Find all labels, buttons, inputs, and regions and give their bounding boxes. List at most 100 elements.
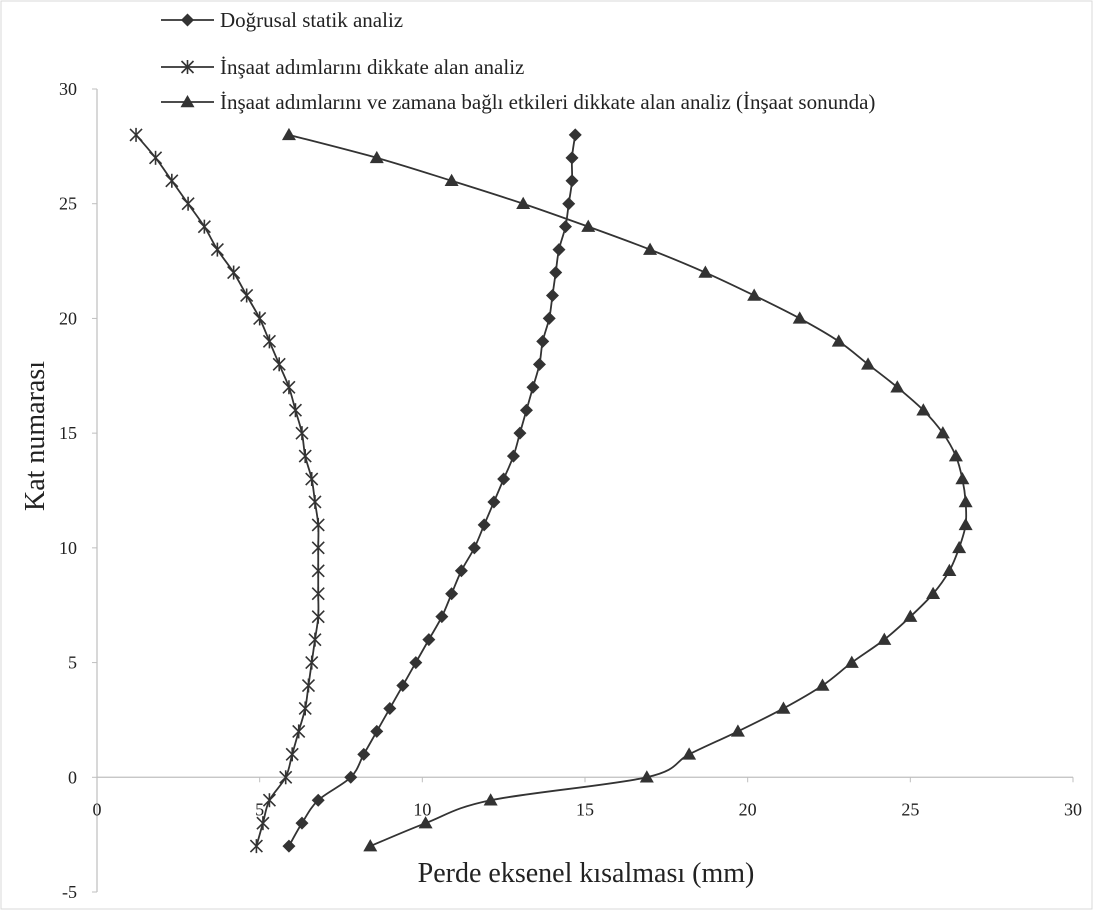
data-point xyxy=(698,265,713,278)
data-point xyxy=(565,151,579,165)
data-point xyxy=(844,655,859,668)
data-point xyxy=(454,564,468,578)
data-point xyxy=(256,816,270,831)
data-point xyxy=(552,243,566,257)
data-point xyxy=(240,288,254,303)
data-point xyxy=(562,197,576,211)
series-3 xyxy=(281,127,973,852)
data-point xyxy=(903,609,918,622)
data-point xyxy=(301,678,316,693)
data-point xyxy=(483,793,498,806)
data-point xyxy=(227,265,241,280)
data-point xyxy=(305,472,319,487)
x-tick-label: 25 xyxy=(901,799,919,819)
data-point xyxy=(262,334,276,349)
legend-entry-2: İnşaat adımlarını dikkate alan analiz xyxy=(161,55,524,79)
data-point xyxy=(955,472,970,485)
data-point xyxy=(272,357,286,372)
data-point xyxy=(487,495,501,509)
data-point xyxy=(295,426,309,441)
data-point xyxy=(935,426,950,439)
data-point xyxy=(776,701,791,714)
data-point xyxy=(344,770,358,784)
data-point xyxy=(298,449,312,464)
data-point xyxy=(418,816,433,829)
data-point xyxy=(877,632,892,645)
y-axis-label: Kat numarası xyxy=(20,361,51,511)
data-point xyxy=(279,770,293,785)
data-point xyxy=(958,494,973,508)
data-point xyxy=(519,403,533,417)
data-point xyxy=(298,701,312,716)
data-point xyxy=(249,839,263,854)
data-point xyxy=(383,701,397,715)
data-point xyxy=(568,128,582,142)
data-point xyxy=(497,472,511,486)
data-point xyxy=(958,517,973,531)
data-point xyxy=(516,196,531,209)
legend-label: İnşaat adımlarını dikkate alan analiz xyxy=(220,55,524,79)
axes: -5 0 5 10 15 20 25 30 0 5 10 15 20 25 30 xyxy=(59,79,1082,902)
data-point xyxy=(165,173,179,188)
x-tick-label: 20 xyxy=(739,799,757,819)
data-point xyxy=(948,449,963,462)
data-point xyxy=(357,747,371,761)
data-point xyxy=(281,127,296,141)
data-point xyxy=(262,793,276,808)
legend-label: Doğrusal statik analiz xyxy=(220,8,403,32)
data-point xyxy=(747,288,762,301)
data-point xyxy=(890,380,905,393)
data-point xyxy=(730,724,745,737)
data-point xyxy=(370,724,384,738)
y-tick-label: -5 xyxy=(62,882,77,902)
data-point xyxy=(513,426,527,440)
data-point xyxy=(565,174,579,188)
data-point xyxy=(295,816,309,830)
legend: Doğrusal statik analiz İnşaat adımlarını … xyxy=(161,8,875,114)
data-point xyxy=(311,517,325,532)
data-point xyxy=(831,334,846,347)
data-point xyxy=(197,219,211,234)
series-1 xyxy=(282,128,582,853)
legend-marker xyxy=(181,13,194,27)
y-tick-label: 30 xyxy=(59,79,77,99)
data-point xyxy=(422,633,436,647)
x-tick-label: 30 xyxy=(1064,799,1082,819)
legend-marker xyxy=(180,95,195,108)
legend-label: İnşaat adımlarını ve zamana bağlı etkile… xyxy=(220,90,875,114)
data-point xyxy=(181,196,195,211)
legend-entry-1: Doğrusal statik analiz xyxy=(161,8,403,32)
data-point xyxy=(285,747,299,762)
data-point xyxy=(861,357,876,370)
data-point xyxy=(682,747,697,760)
y-tick-label: 15 xyxy=(59,423,77,443)
data-point xyxy=(210,242,224,257)
data-point xyxy=(409,656,423,670)
x-tick-label: 5 xyxy=(255,799,264,819)
y-tick-label: 5 xyxy=(68,653,77,673)
x-axis-label: Perde eksenel kısalması (mm) xyxy=(418,858,755,889)
x-tick-label: 15 xyxy=(576,799,594,819)
series-layer xyxy=(129,127,973,854)
data-point xyxy=(926,586,941,599)
data-point xyxy=(542,311,556,325)
y-tick-label: 10 xyxy=(59,538,77,558)
data-point xyxy=(532,357,546,371)
data-point xyxy=(506,449,520,463)
series-line xyxy=(288,134,968,847)
y-tick-label: 20 xyxy=(59,308,77,328)
data-point xyxy=(526,380,540,394)
data-point xyxy=(792,311,807,324)
data-point xyxy=(467,541,481,555)
data-point xyxy=(311,563,325,578)
data-point xyxy=(308,632,322,647)
data-point xyxy=(639,770,654,783)
data-point xyxy=(305,655,319,670)
data-point xyxy=(952,540,967,554)
y-tick-label: 25 xyxy=(59,194,77,214)
x-tick-label: 0 xyxy=(93,799,102,819)
data-point xyxy=(815,678,830,691)
data-point xyxy=(396,679,410,693)
